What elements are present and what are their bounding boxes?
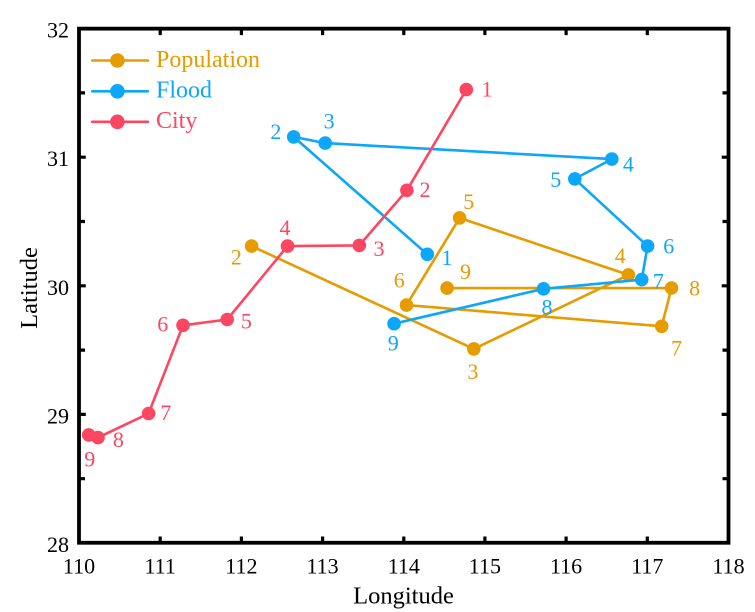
- svg-text:111: 111: [145, 554, 176, 579]
- svg-text:4: 4: [280, 215, 291, 240]
- svg-text:1: 1: [442, 245, 453, 270]
- svg-text:32: 32: [47, 18, 69, 43]
- svg-text:6: 6: [663, 233, 674, 258]
- svg-text:8: 8: [113, 427, 124, 452]
- svg-text:31: 31: [47, 146, 69, 171]
- svg-text:112: 112: [225, 554, 257, 579]
- svg-text:1: 1: [482, 77, 493, 102]
- svg-text:9: 9: [84, 447, 95, 472]
- svg-text:7: 7: [671, 335, 682, 360]
- svg-text:2: 2: [420, 177, 431, 202]
- svg-text:8: 8: [689, 275, 700, 300]
- svg-text:117: 117: [631, 554, 663, 579]
- svg-text:3: 3: [324, 108, 335, 133]
- svg-text:114: 114: [388, 554, 420, 579]
- svg-text:Latitude: Latitude: [16, 247, 43, 329]
- svg-text:3: 3: [374, 236, 385, 261]
- svg-text:118: 118: [712, 554, 744, 579]
- svg-text:4: 4: [615, 243, 626, 268]
- svg-text:4: 4: [623, 151, 634, 176]
- svg-text:110: 110: [63, 554, 95, 579]
- svg-text:113: 113: [307, 554, 339, 579]
- svg-text:28: 28: [47, 532, 69, 557]
- svg-text:5: 5: [463, 189, 474, 214]
- svg-text:29: 29: [47, 403, 69, 428]
- svg-text:30: 30: [47, 275, 69, 300]
- svg-text:5: 5: [241, 309, 252, 334]
- svg-text:9: 9: [460, 259, 471, 284]
- svg-text:115: 115: [469, 554, 501, 579]
- svg-text:2: 2: [270, 119, 281, 144]
- svg-text:9: 9: [388, 331, 399, 356]
- svg-text:Longitude: Longitude: [353, 582, 454, 609]
- svg-text:7: 7: [160, 400, 171, 425]
- svg-text:116: 116: [550, 554, 582, 579]
- svg-text:6: 6: [157, 312, 168, 337]
- svg-text:City: City: [156, 108, 197, 134]
- svg-text:8: 8: [542, 295, 553, 320]
- svg-text:2: 2: [231, 244, 242, 269]
- svg-text:5: 5: [550, 167, 561, 192]
- svg-text:3: 3: [467, 359, 478, 384]
- svg-text:6: 6: [394, 268, 405, 293]
- svg-text:Population: Population: [156, 47, 260, 73]
- svg-text:Flood: Flood: [156, 78, 212, 104]
- svg-text:7: 7: [653, 268, 664, 293]
